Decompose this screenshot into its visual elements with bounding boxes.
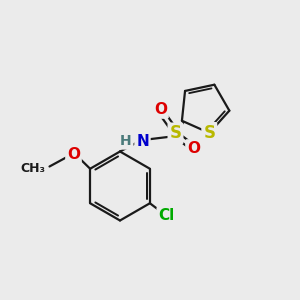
Text: CH₃: CH₃ (20, 161, 45, 175)
Text: O: O (187, 141, 200, 156)
Text: N: N (136, 134, 149, 148)
Text: O: O (154, 102, 167, 117)
Text: H: H (120, 134, 132, 148)
Text: S: S (203, 124, 215, 142)
Text: Cl: Cl (158, 208, 175, 223)
Text: O: O (67, 147, 80, 162)
Text: S: S (169, 124, 181, 142)
